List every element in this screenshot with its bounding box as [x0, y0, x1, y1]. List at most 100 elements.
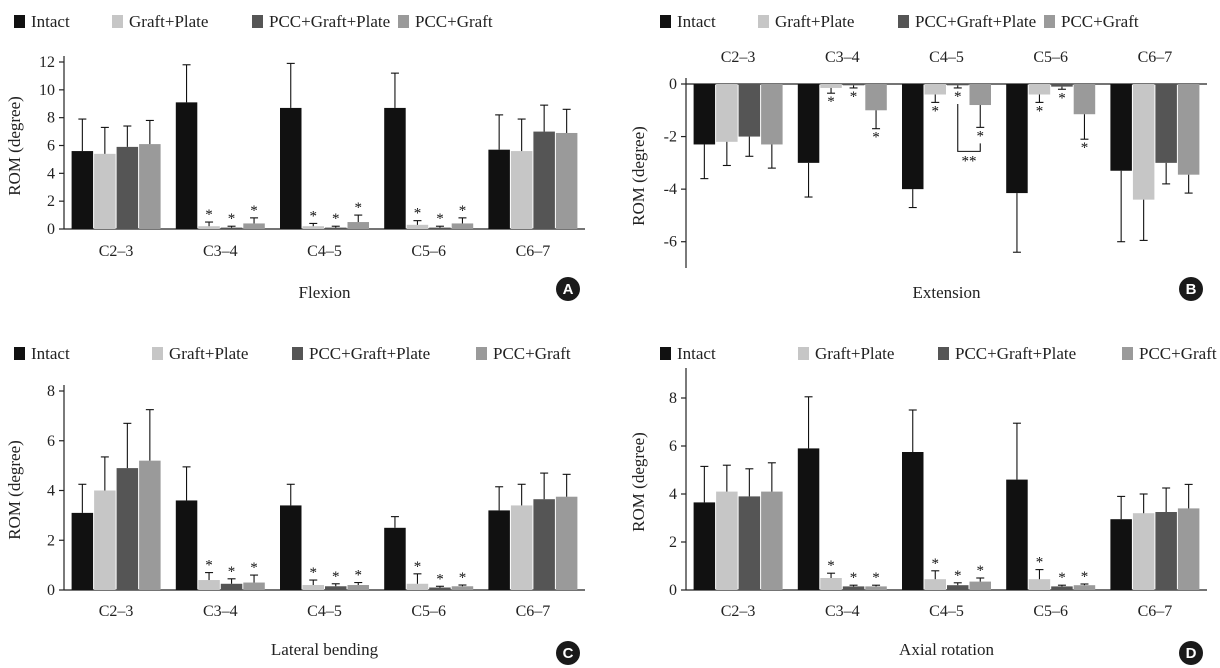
- significance-marker: *: [459, 570, 467, 586]
- bar: [1110, 84, 1132, 171]
- bar: [347, 585, 369, 590]
- x-tick-label: C6–7: [516, 603, 551, 620]
- legend-swatch: [292, 347, 303, 360]
- bar: [969, 84, 991, 106]
- significance-marker: *: [827, 94, 835, 110]
- legend-label: PCC+Graft+Plate: [309, 344, 430, 363]
- bar: [1028, 579, 1051, 590]
- significance-marker: *: [310, 565, 318, 581]
- bar: [406, 224, 429, 229]
- legend-swatch: [758, 15, 769, 28]
- bar: [555, 496, 578, 590]
- x-tick-label: C4–5: [929, 603, 964, 620]
- x-tick-label: C6–7: [516, 243, 551, 260]
- legend-swatch: [898, 15, 909, 28]
- legend-label: Graft+Plate: [169, 344, 248, 363]
- bar: [533, 499, 555, 590]
- x-tick-label: C5–6: [411, 603, 446, 620]
- bar: [198, 226, 220, 229]
- significance-marker: *: [872, 130, 880, 146]
- bar: [1132, 84, 1155, 200]
- y-tick-label: 2: [47, 193, 55, 210]
- y-axis-label: ROM (degree): [629, 126, 648, 226]
- significance-marker: *: [1036, 555, 1044, 571]
- y-tick-label: -4: [664, 181, 677, 198]
- significance-marker: *: [954, 568, 962, 584]
- bar: [902, 452, 924, 590]
- bar: [1051, 84, 1073, 87]
- legend-swatch: [112, 15, 123, 28]
- x-tick-label: C4–5: [929, 49, 964, 66]
- bar: [716, 491, 738, 590]
- bar: [510, 505, 533, 590]
- panel-letter: B: [1186, 281, 1197, 298]
- chart-panel-c: Intact Graft+Plate PCC+Graft+Plate PCC+Graf…: [5, 344, 585, 665]
- y-axis-label: ROM (degree): [5, 440, 24, 540]
- bar: [1177, 84, 1200, 175]
- x-tick-label: C2–3: [99, 243, 134, 260]
- legend-label: PCC+Graft: [1139, 344, 1217, 363]
- bar: [139, 144, 161, 229]
- significance-marker: *: [954, 89, 962, 105]
- bar: [220, 227, 243, 229]
- bar: [1006, 84, 1028, 194]
- chart-title: Flexion: [299, 283, 351, 302]
- bar: [1155, 512, 1177, 590]
- significance-marker: *: [850, 570, 858, 586]
- chart-panel-b: Intact Graft+Plate PCC+Graft+Plate PCC+Graf…: [629, 12, 1207, 302]
- x-tick-label: C4–5: [307, 243, 342, 260]
- bar: [797, 448, 820, 590]
- significance-bracket-label: **: [962, 153, 977, 169]
- x-tick-label: C6–7: [1138, 603, 1173, 620]
- bar: [693, 502, 716, 590]
- bar: [384, 107, 406, 229]
- legend-label: PCC+Graft+Plate: [915, 12, 1036, 31]
- legend-label: Graft+Plate: [775, 12, 854, 31]
- bar: [243, 582, 265, 590]
- significance-marker: *: [205, 207, 213, 223]
- significance-marker: *: [310, 208, 318, 224]
- significance-marker: *: [977, 128, 985, 144]
- panel-badge: [1179, 641, 1203, 665]
- bar: [761, 491, 783, 590]
- bar: [406, 583, 429, 590]
- legend-label: PCC+Graft: [493, 344, 571, 363]
- y-tick-label: -6: [664, 234, 677, 251]
- legend-label: Graft+Plate: [129, 12, 208, 31]
- chart-title: Lateral bending: [271, 640, 379, 659]
- x-tick-label: C2–3: [721, 49, 756, 66]
- legend-swatch: [1044, 15, 1055, 28]
- significance-marker: *: [872, 570, 880, 586]
- x-tick-label: C5–6: [1033, 49, 1068, 66]
- bar: [947, 585, 969, 590]
- y-tick-label: 8: [47, 383, 55, 400]
- y-tick-label: -2: [664, 129, 677, 146]
- bar: [693, 84, 716, 145]
- bar: [302, 226, 324, 229]
- chart-title: Extension: [913, 283, 981, 302]
- bar: [175, 500, 198, 590]
- bar: [865, 84, 887, 111]
- legend-label: PCC+Graft: [1061, 12, 1139, 31]
- bar: [842, 84, 865, 86]
- bar: [175, 102, 198, 229]
- y-axis-label: ROM (degree): [5, 96, 24, 196]
- significance-marker: *: [436, 571, 444, 587]
- bar: [820, 578, 842, 590]
- bar: [761, 84, 783, 145]
- bar: [716, 84, 738, 142]
- significance-marker: *: [977, 563, 985, 579]
- y-tick-label: 6: [47, 433, 55, 450]
- y-axis-label: ROM (degree): [629, 432, 648, 532]
- bar: [384, 527, 406, 590]
- significance-marker: *: [205, 558, 213, 574]
- legend-label: PCC+Graft+Plate: [955, 344, 1076, 363]
- chart-panel-a: Intact Graft+Plate PCC+Graft+Plate PCC+Graf…: [5, 12, 585, 302]
- legend-swatch: [476, 347, 487, 360]
- bar: [139, 460, 161, 590]
- y-tick-label: 6: [669, 438, 677, 455]
- x-tick-label: C3–4: [825, 603, 860, 620]
- significance-marker: *: [1081, 569, 1089, 585]
- x-tick-label: C4–5: [307, 603, 342, 620]
